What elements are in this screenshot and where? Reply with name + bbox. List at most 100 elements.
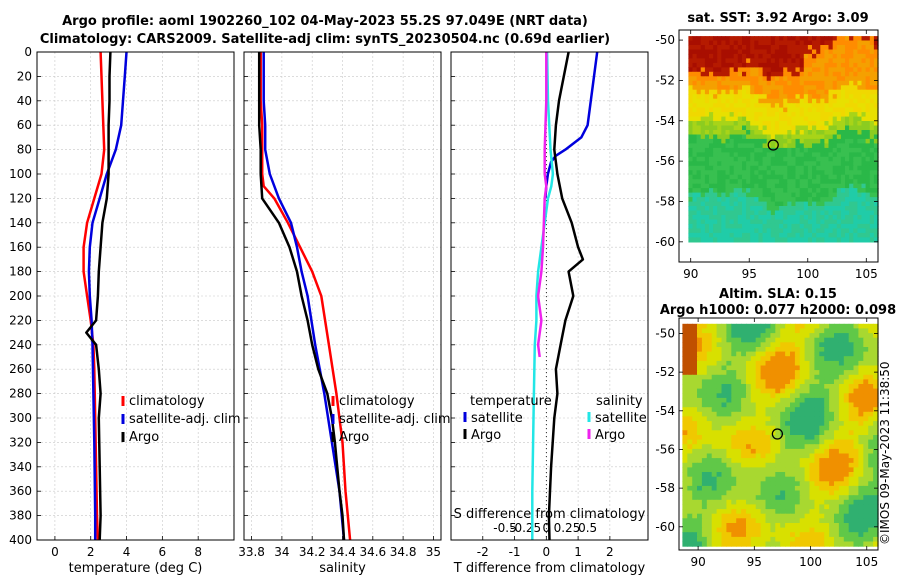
depth-tick-label: 160 (9, 240, 32, 254)
legend-label: satellite (595, 411, 647, 426)
differences-frame (450, 51, 649, 541)
depth-tick-label: 180 (9, 265, 32, 279)
differences-xtick-label: -2 (477, 545, 489, 559)
s-tick-label: 0.5 (578, 521, 597, 535)
sst-map-xtick-label: 105 (855, 267, 878, 281)
depth-tick-label: 80 (17, 143, 32, 157)
legend-label: Argo (339, 430, 369, 445)
depth-tick-label: 100 (9, 167, 32, 181)
legend-label: climatology (129, 394, 205, 409)
depth-tick-label: 280 (9, 387, 32, 401)
temperature-xtick-label: 2 (87, 545, 95, 559)
depth-tick-label: 400 (9, 533, 32, 547)
depth-tick-label: 60 (17, 118, 32, 132)
differences-xtick-label: 0 (543, 545, 551, 559)
depth-tick-label: 20 (17, 69, 32, 83)
s-tick-label: 0 (543, 521, 551, 535)
salinity-xlabel: salinity (319, 561, 366, 576)
legend-label: climatology (339, 394, 415, 409)
sst-map-xtick-label: 100 (796, 267, 819, 281)
sla-map-title: Altim. SLA: 0.15 (719, 287, 837, 302)
sla-map-ytick-label: -60 (655, 520, 675, 534)
differences-series-line (544, 51, 599, 199)
differences-series-line (536, 52, 548, 358)
sst-map-title: sat. SST: 3.92 Argo: 3.09 (687, 11, 868, 26)
sst-map-ytick-label: -52 (655, 73, 675, 87)
sla-map-xtick-label: 100 (799, 555, 822, 569)
sla-map-ytick-label: -56 (655, 442, 675, 456)
figure-title: Argo profile: aoml 1902260_102 04-May-20… (62, 14, 588, 29)
sla-map-argo-marker (771, 428, 784, 440)
imos-timestamp: ©IMOS 09-May-2023 11:38:50 (878, 361, 892, 545)
differences-xtick-label: -1 (509, 545, 521, 559)
legend-label: satellite-adj. clim (129, 412, 241, 427)
differences-xlabel: T difference from climatology (453, 561, 646, 576)
salinity-xtick-label: 33.8 (238, 545, 265, 559)
depth-tick-label: 140 (9, 216, 32, 230)
sla-map-field (682, 323, 879, 547)
salinity-xtick-label: 34.6 (359, 545, 386, 559)
temperature-series-line (85, 51, 112, 541)
sla-map-ytick-label: -54 (655, 404, 675, 418)
depth-tick-label: 200 (9, 289, 32, 303)
s-tick-label: -0.25 (510, 521, 541, 535)
differences-series-line (547, 51, 585, 541)
s-tick-label: -0.5 (493, 521, 516, 535)
depth-tick-label: 260 (9, 362, 32, 376)
sla-map-ytick-label: -58 (655, 481, 675, 495)
legend-label: Argo (595, 428, 625, 443)
legend-label: satellite (471, 411, 523, 426)
sla-map-ytick-label: -52 (655, 365, 675, 379)
depth-tick-label: 340 (9, 460, 32, 474)
temperature-xtick-label: 0 (51, 545, 59, 559)
salinity-series-line (262, 52, 346, 541)
temperature-frame (36, 51, 235, 541)
temperature-xtick-label: 8 (194, 545, 202, 559)
figure-subtitle: Climatology: CARS2009. Satellite-adj cli… (39, 32, 611, 47)
sla-map-frame (678, 317, 879, 551)
sst-map-xtick-label: 95 (742, 267, 757, 281)
sst-map-ytick-label: -60 (655, 235, 675, 249)
differences-xtick-label: 1 (574, 545, 582, 559)
depth-tick-label: 220 (9, 313, 32, 327)
sla-map-xtick-label: 95 (747, 555, 762, 569)
legend-title-salinity: salinity (596, 394, 643, 409)
legend-label: Argo (471, 428, 501, 443)
legend-label: satellite-adj. clim (339, 412, 451, 427)
depth-tick-label: 380 (9, 509, 32, 523)
legend-title-temperature: temperature (470, 394, 552, 409)
depth-tick-label: 360 (9, 484, 32, 498)
sst-map-frame (678, 29, 879, 263)
sla-map-ytick-label: -50 (655, 326, 675, 340)
depth-tick-label: 240 (9, 338, 32, 352)
salinity-series-line (257, 52, 346, 541)
salinity-xtick-label: 34.8 (390, 545, 417, 559)
depth-tick-label: 320 (9, 435, 32, 449)
sst-map-ytick-label: -58 (655, 194, 675, 208)
sst-map-ytick-label: -50 (655, 33, 675, 47)
differences-series-line (531, 51, 555, 540)
sst-map-argo-marker (767, 139, 779, 151)
sst-map-ytick-label: -54 (655, 114, 675, 128)
sst-map-xtick-label: 90 (683, 267, 698, 281)
differences-xtick-label: 2 (606, 545, 614, 559)
depth-tick-label: 300 (9, 411, 32, 425)
sla-map-xtick-label: 105 (855, 555, 878, 569)
salinity-xtick-label: 34.2 (299, 545, 326, 559)
depth-tick-label: 120 (9, 191, 32, 205)
temperature-xlabel: temperature (deg C) (69, 561, 203, 576)
salinity-frame (243, 51, 442, 541)
temperature-series-line (87, 51, 128, 540)
depth-tick-label: 40 (17, 94, 32, 108)
sst-map-field (688, 36, 879, 243)
salinity-xtick-label: 35 (426, 545, 441, 559)
temperature-xtick-label: 6 (159, 545, 167, 559)
legend-label: Argo (129, 430, 159, 445)
temperature-series-line (82, 51, 106, 541)
s-tick-label: 0.25 (554, 521, 581, 535)
depth-tick-label: 0 (24, 45, 32, 59)
salinity-xtick-label: 34 (274, 545, 289, 559)
sst-map-ytick-label: -56 (655, 154, 675, 168)
sla-map-xtick-label: 90 (690, 555, 705, 569)
